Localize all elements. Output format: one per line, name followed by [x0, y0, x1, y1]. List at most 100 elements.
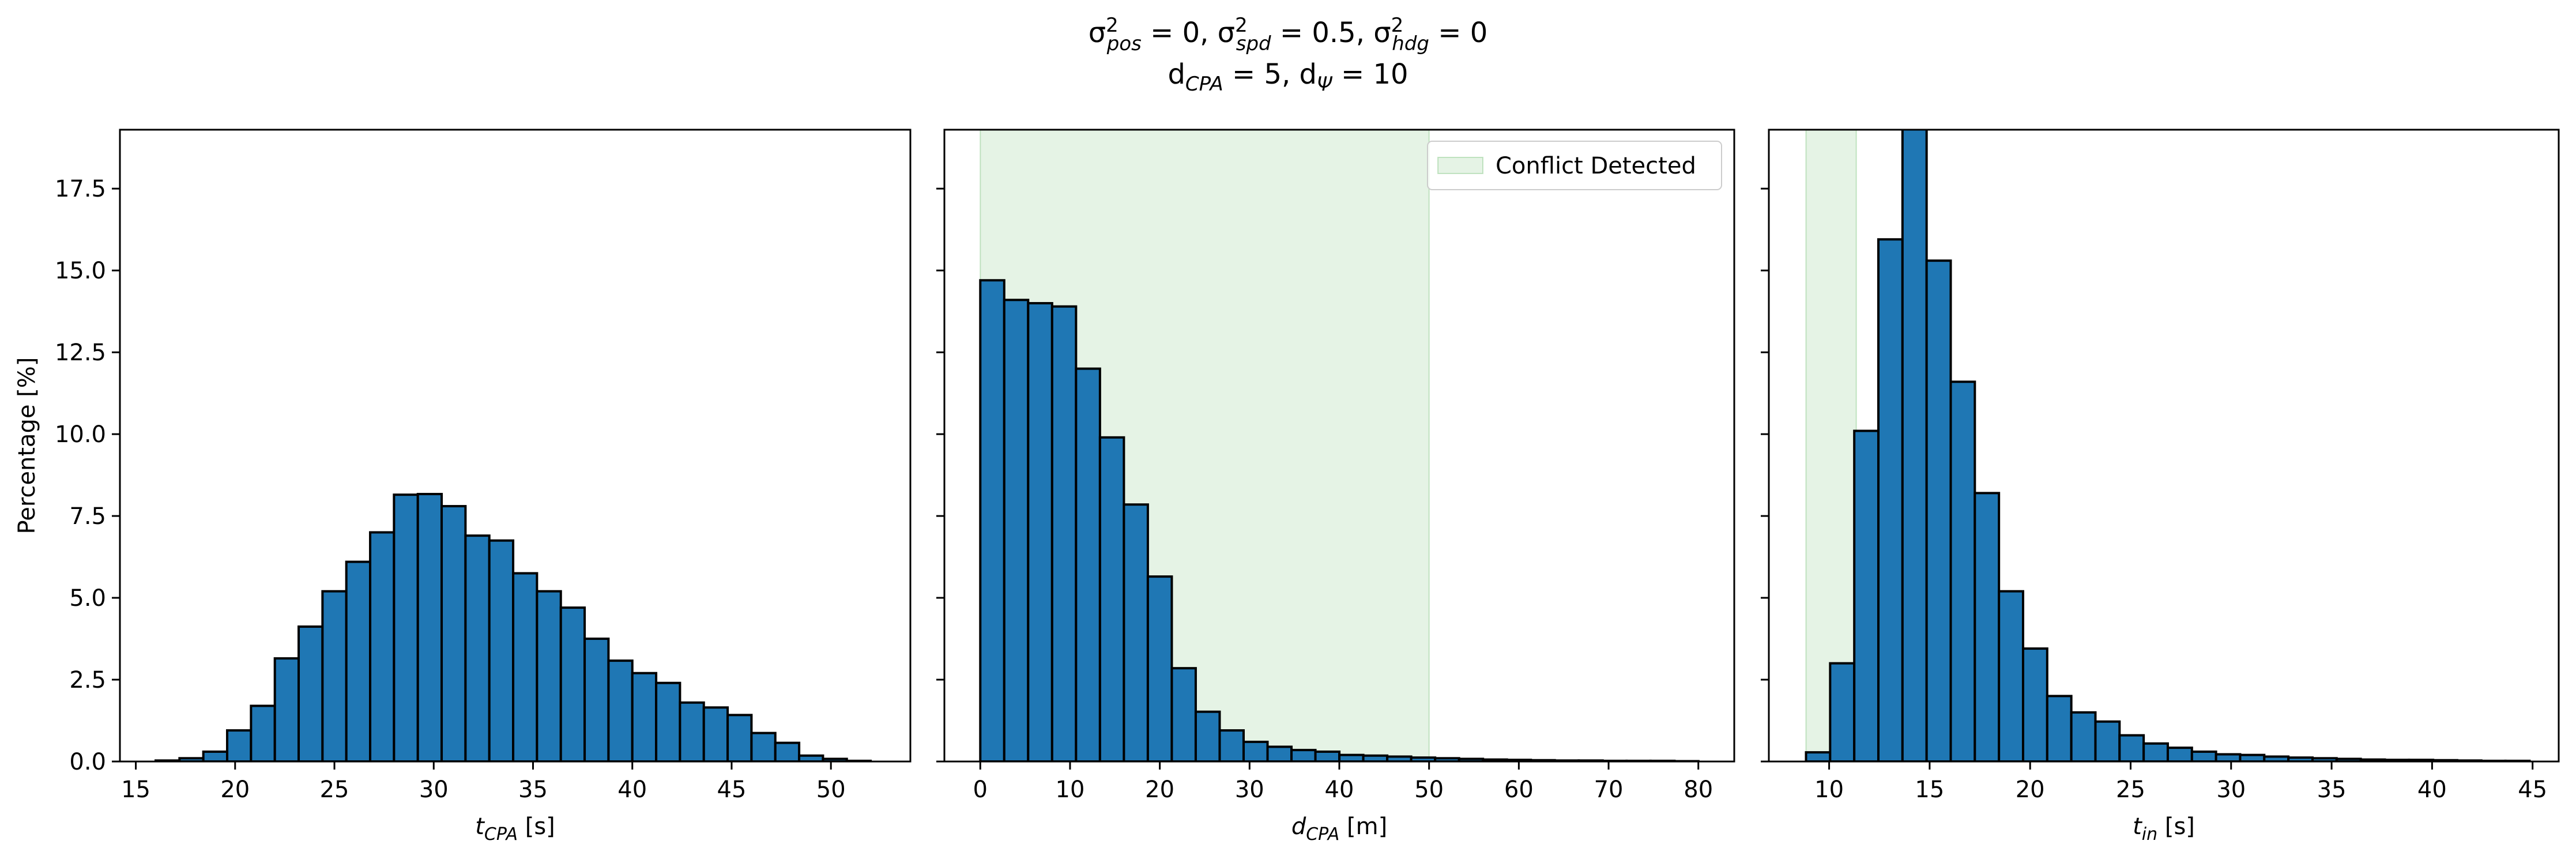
bars [155, 493, 872, 761]
suptitle-text: = 0 [1429, 17, 1487, 49]
x-tick-label: 60 [1504, 776, 1534, 803]
x-tick-label: 45 [717, 776, 747, 803]
histogram-bar [1050, 305, 1078, 761]
histogram-bar [2142, 742, 2169, 761]
histogram-bar [202, 750, 229, 761]
x-axis-label: tin [s] [2133, 813, 2195, 845]
legend-swatch [1437, 157, 1483, 174]
x-tick-label: 50 [1414, 776, 1444, 803]
histogram-bar [2046, 695, 2073, 761]
histogram-bar [1098, 436, 1125, 761]
panel-tcpa: 15 20 25 30 35 40 45 50 0.0 2.5 5.0 7.5 10.0 12.5 15.0… [14, 129, 912, 845]
y-tick-label: 0.0 [69, 749, 106, 775]
y-tick-label: 17.5 [55, 176, 106, 202]
histogram-bar [1123, 503, 1149, 761]
bars [1805, 130, 2531, 761]
histogram-bar [536, 590, 562, 761]
y-tick-label: 5.0 [69, 585, 106, 612]
suptitle-subscript: spd [1236, 32, 1271, 55]
histogram-bar [1805, 751, 1832, 761]
suptitle-superscript: 2 [1235, 14, 1248, 37]
histogram-bar [1362, 754, 1389, 761]
legend-label: Conflict Detected [1496, 153, 1696, 179]
x-tick-label: 70 [1594, 776, 1624, 803]
y-tick-label: 2.5 [69, 667, 106, 693]
suptitle-subscript: Ψ [1317, 73, 1333, 96]
histogram-bar [297, 625, 324, 761]
histogram-bar [2094, 720, 2121, 761]
histogram-bar [1949, 380, 1976, 761]
histogram-bar [1075, 367, 1101, 761]
y-axis-label: Percentage [%] [14, 357, 40, 534]
suptitle-text: = 5, d [1223, 58, 1317, 91]
conflict-shade [1805, 129, 1857, 762]
histogram-bar [1170, 667, 1197, 761]
histogram-bar [464, 534, 491, 761]
x-tick-label: 30 [2216, 776, 2246, 803]
histogram-bar [393, 493, 419, 761]
panel-tin: 10 15 20 25 30 35 40 45 tin [s] [1761, 129, 2560, 845]
x-tick-label: 50 [816, 776, 846, 803]
x-tick-label: 15 [1915, 776, 1944, 803]
suptitle-text: = 0.5, σ [1271, 17, 1391, 49]
histogram-bar [1974, 492, 2001, 761]
histogram-bar [416, 493, 443, 761]
suptitle-subscript: hdg [1392, 32, 1429, 55]
histogram-bar [2190, 750, 2217, 761]
x-tick-label: 40 [1325, 776, 1354, 803]
histogram-bar [2215, 753, 2242, 761]
x-axis-label: dCPA [m] [1291, 813, 1387, 845]
x-tick-label: 35 [518, 776, 548, 803]
histogram-bar [726, 714, 753, 761]
x-tick-label: 35 [2317, 776, 2347, 803]
histogram-bar [2166, 747, 2193, 761]
histogram-bar [1242, 740, 1269, 761]
y-tick-label: 15.0 [55, 258, 106, 284]
histogram-bar [250, 704, 276, 761]
histogram-bar [440, 505, 467, 761]
histogram-bar [702, 706, 729, 761]
x-tick-label: 25 [2116, 776, 2145, 803]
x-tick-label: 20 [220, 776, 250, 803]
x-tick-label: 0 [973, 776, 988, 803]
suptitle-subscript: CPA [1185, 73, 1223, 96]
histogram-bar [2021, 647, 2048, 761]
histogram-bar [750, 732, 777, 761]
x-tick-label: 20 [1145, 776, 1174, 803]
histogram-bar [226, 729, 253, 761]
suptitle-subscript: pos [1106, 32, 1142, 55]
x-axis-label: tCPA [s] [475, 813, 555, 845]
histogram-bar [1998, 590, 2024, 761]
histogram-bar [774, 741, 801, 761]
x-tick-label: 40 [617, 776, 647, 803]
suptitle-text: d [1168, 58, 1185, 91]
legend-box [1427, 141, 1722, 190]
y-tick-label: 10.0 [55, 421, 106, 448]
histogram-bar [1901, 130, 1928, 761]
histogram-bar [1829, 662, 1856, 761]
histogram-bar [1877, 238, 1904, 761]
histogram-bar [1027, 301, 1053, 761]
histogram-bar [488, 539, 515, 761]
suptitle-text: σ [1089, 17, 1106, 49]
histogram-bar [1194, 710, 1221, 761]
x-tick-label: 25 [320, 776, 349, 803]
histogram-bar [369, 531, 396, 761]
axes-frame [1768, 129, 2560, 763]
suptitle-superscript: 2 [1391, 14, 1404, 37]
histogram-bar [559, 606, 586, 761]
histogram-bar [2239, 753, 2266, 761]
histogram-bar [273, 657, 300, 761]
x-tick-label: 45 [2518, 776, 2547, 803]
x-tick-label: 10 [1814, 776, 1844, 803]
panel-dcpa: 0 10 20 30 40 50 60 70 80 dCPA [m] Conflict Detect… [936, 129, 1735, 845]
suptitle-text: = 10 [1332, 58, 1408, 91]
histogram-bar [2118, 734, 2145, 761]
bars [979, 279, 1700, 761]
histogram-bar [631, 672, 658, 761]
histogram-bar [1853, 429, 1880, 761]
x-tick-label: 30 [419, 776, 449, 803]
histogram-bar [1218, 729, 1245, 761]
histogram-bar [1290, 749, 1317, 761]
